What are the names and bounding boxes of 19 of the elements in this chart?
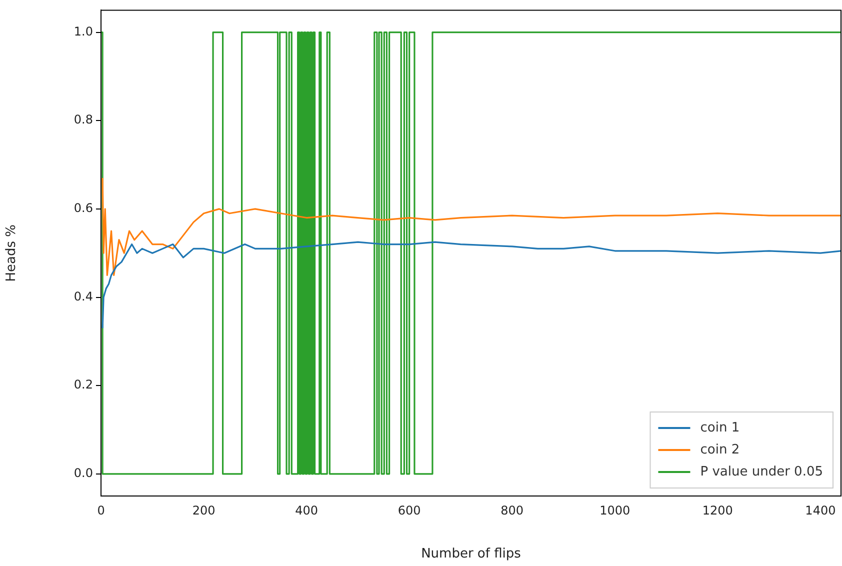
y-tick-label: 0.2 <box>74 378 93 392</box>
y-tick-label: 0.8 <box>74 112 93 127</box>
y-tick-label: 1.0 <box>74 24 93 38</box>
x-tick-label: 800 <box>500 503 524 518</box>
x-tick-label: 400 <box>295 503 318 518</box>
x-tick-label: 200 <box>192 503 216 518</box>
legend-label: coin 1 <box>700 420 740 436</box>
x-tick-label: 1200 <box>702 503 733 518</box>
x-tick-label: 1000 <box>600 503 630 518</box>
x-axis-title: Number of flips <box>421 546 522 562</box>
y-axis-title: Heads % <box>4 224 20 282</box>
y-tick-label: 0.4 <box>74 289 93 304</box>
x-tick-label: 1400 <box>805 503 836 518</box>
x-tick-label: 0 <box>97 503 105 518</box>
y-tick-label: 0.6 <box>74 201 93 216</box>
y-tick-label: 0.0 <box>74 466 93 480</box>
legend-label: coin 2 <box>700 442 740 458</box>
legend-label: P value under 0.05 <box>700 464 823 480</box>
x-tick-label: 600 <box>398 503 421 518</box>
